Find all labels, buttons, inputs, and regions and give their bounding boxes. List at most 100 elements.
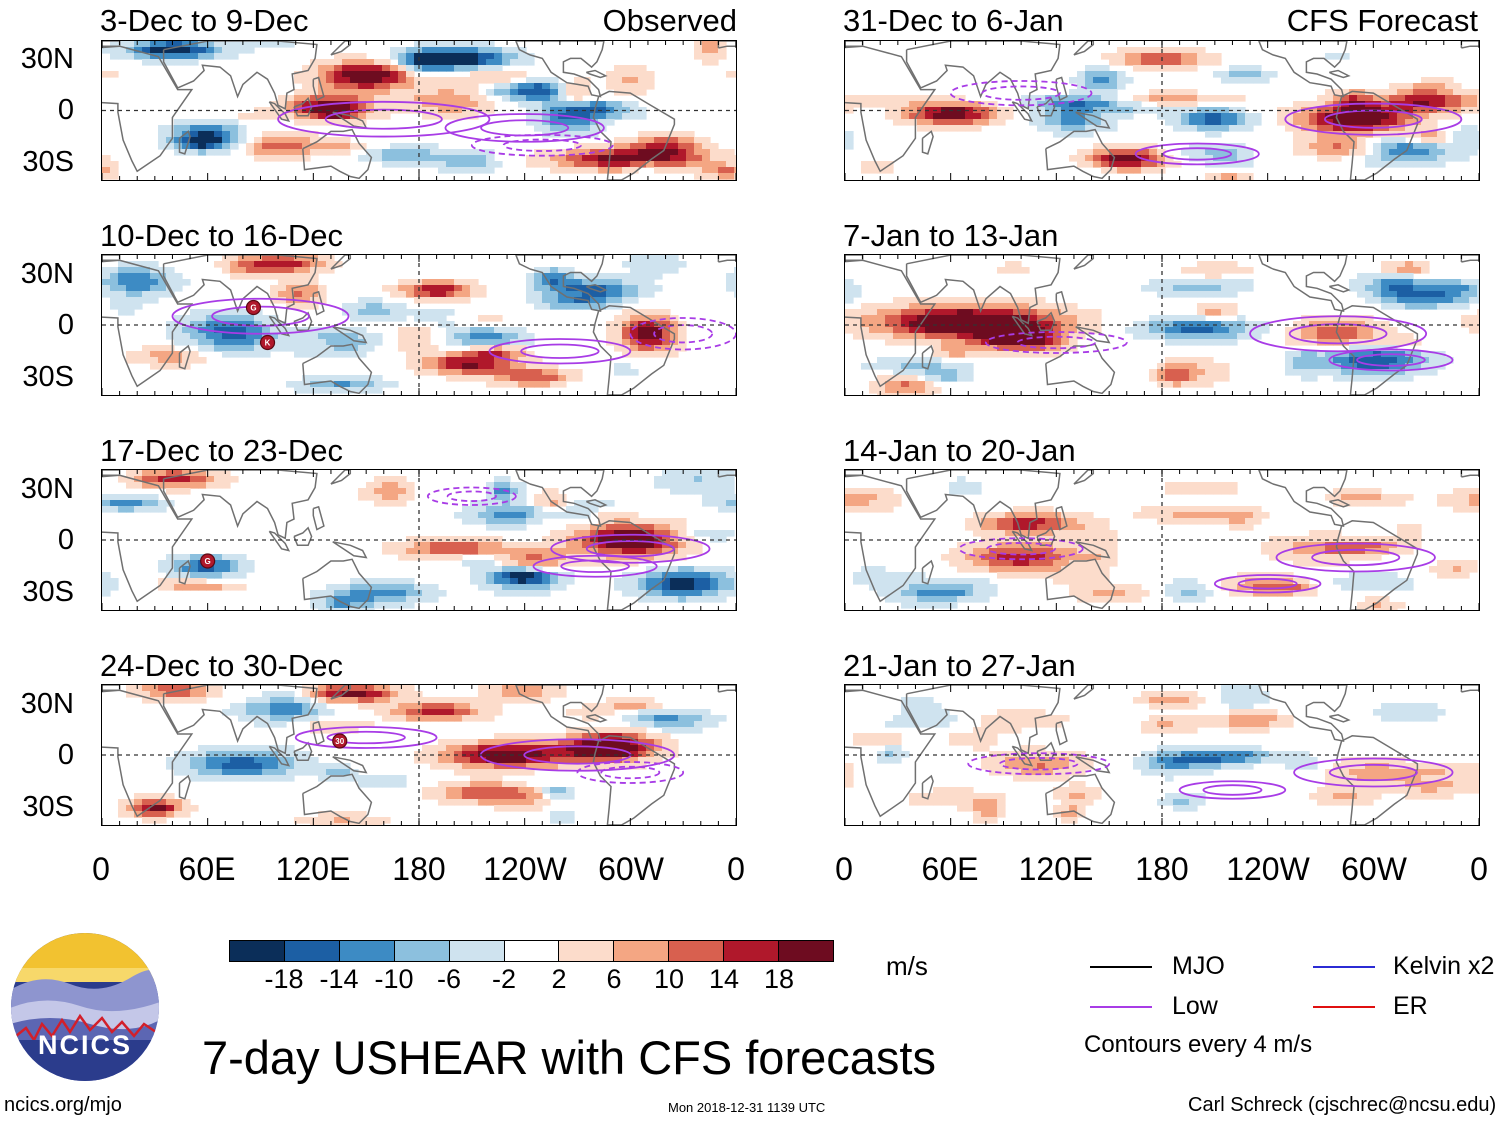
map-panel-right-3 xyxy=(844,469,1480,611)
coastline xyxy=(268,315,291,337)
legend-label-mjo: MJO xyxy=(1172,952,1225,980)
coastline xyxy=(1075,756,1111,774)
legend-label-kelvin: Kelvin x2 xyxy=(1393,952,1495,980)
storm-marker-icon: 30 xyxy=(332,733,348,749)
panel-title-right-3: 14-Jan to 20-Jan xyxy=(843,433,1076,468)
panel-title-right-2: 7-Jan to 13-Jan xyxy=(843,218,1059,253)
coastline xyxy=(102,689,194,818)
logo-text: NCICS xyxy=(37,1030,132,1060)
colorbar-swatch xyxy=(393,941,449,961)
coastline xyxy=(1036,311,1056,332)
coastline xyxy=(302,128,373,180)
low-contour xyxy=(1275,542,1436,573)
coastline xyxy=(1073,41,1095,56)
coastline xyxy=(293,526,313,547)
low-contour xyxy=(502,138,582,152)
lat-label-30s: 30S xyxy=(22,146,74,178)
low-contour xyxy=(1249,315,1428,353)
lon-label-60e: 60E xyxy=(178,851,236,887)
lon-label-180: 180 xyxy=(392,851,446,887)
lon-label-60e: 60E xyxy=(921,851,979,887)
coastline xyxy=(102,41,121,47)
low-contour xyxy=(277,100,491,138)
coastline xyxy=(1045,128,1116,180)
lon-label-0: 0 xyxy=(92,851,110,887)
coastline xyxy=(1328,69,1351,79)
low-contour xyxy=(520,343,600,359)
coastline xyxy=(332,541,368,559)
low-contour xyxy=(600,765,661,780)
colorbar-tick-label: 2 xyxy=(551,964,567,994)
coastline xyxy=(585,284,608,293)
lat-label-30n: 30N xyxy=(20,258,74,290)
low-contour xyxy=(1293,757,1454,788)
coastline xyxy=(1460,41,1479,49)
coastline xyxy=(845,685,864,692)
coastline xyxy=(162,255,318,325)
legend-label-er: ER xyxy=(1393,992,1428,1020)
coastline xyxy=(845,259,937,388)
coastline xyxy=(592,735,676,825)
panel-title-right-1: 31-Dec to 6-Jan xyxy=(843,3,1064,38)
panel-title-left-4: 24-Dec to 30-Dec xyxy=(100,648,343,683)
low-contour xyxy=(444,113,605,143)
low-contour xyxy=(560,559,630,573)
low-contour xyxy=(1162,147,1233,161)
coastline xyxy=(515,685,605,742)
website-link[interactable]: ncics.org/mjo xyxy=(4,1094,122,1116)
low-contour xyxy=(550,533,711,564)
timestamp: Mon 2018-12-31 1139 UTC xyxy=(668,1100,826,1115)
map-panel-left-3: G xyxy=(101,469,737,611)
colorbar-swatch xyxy=(448,941,504,961)
coastline xyxy=(1055,720,1068,746)
map-graphic: 30 xyxy=(102,685,736,825)
coastline xyxy=(1045,343,1116,395)
lon-label-120w: 120W xyxy=(483,851,567,887)
coastline xyxy=(1073,685,1095,700)
map-panel-left-4: 30 xyxy=(101,684,737,826)
lon-label-0: 0 xyxy=(727,851,745,887)
coastline xyxy=(1036,741,1056,762)
colorbar-tick-label: -6 xyxy=(436,964,461,994)
colorbar-swatch xyxy=(558,941,614,961)
coastline xyxy=(330,255,352,270)
legend-label-low: Low xyxy=(1172,992,1218,1020)
colorbar-tick-label: -10 xyxy=(374,964,414,994)
coastline xyxy=(178,130,191,155)
colorbar-swatch xyxy=(668,941,724,961)
lat-label-30n: 30N xyxy=(20,688,74,720)
map-panel-left-1 xyxy=(101,40,737,181)
low-contour xyxy=(1288,323,1388,345)
colorbar-tick-label: -2 xyxy=(491,964,516,994)
low-contour xyxy=(324,108,443,130)
map-panel-right-2 xyxy=(844,254,1480,396)
coastline xyxy=(585,714,608,723)
coastline xyxy=(905,255,1061,325)
svg-text:30: 30 xyxy=(335,737,344,746)
lat-label-30n: 30N xyxy=(20,473,74,505)
coastline xyxy=(312,505,325,531)
low-contour xyxy=(1213,574,1322,594)
low-contour xyxy=(629,317,736,351)
coastline xyxy=(162,470,318,540)
coastline xyxy=(1258,685,1348,742)
contour-note: Contours every 4 m/s xyxy=(1084,1031,1313,1058)
coastline xyxy=(921,774,934,800)
lon-label-120e: 120E xyxy=(1018,851,1094,887)
coastline xyxy=(332,326,368,344)
main-title: 7-day USHEAR with CFS forecasts xyxy=(202,1031,936,1084)
low-contour xyxy=(426,486,517,506)
lat-label-eq: 0 xyxy=(57,309,74,341)
colorbar-swatch xyxy=(778,941,833,961)
coastline xyxy=(845,41,864,47)
low-contour xyxy=(981,85,1061,101)
low-contour xyxy=(653,324,714,344)
coastline xyxy=(178,344,191,370)
coastline xyxy=(1335,90,1419,180)
coastline xyxy=(845,470,864,477)
coastline xyxy=(1460,255,1479,263)
coastline xyxy=(102,45,194,173)
map-graphic: GK xyxy=(102,255,736,395)
forecast-label: CFS Forecast xyxy=(1286,3,1478,38)
